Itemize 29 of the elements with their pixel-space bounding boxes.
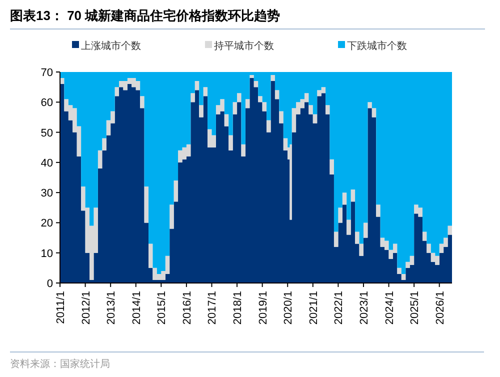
x-tick-label: 2020/1 bbox=[282, 291, 295, 325]
y-tick-label: 0 bbox=[46, 278, 53, 290]
y-tick-label: 50 bbox=[40, 127, 53, 140]
x-tick-label: 2025/1 bbox=[409, 291, 422, 325]
x-tick-label: 2022/1 bbox=[333, 291, 346, 325]
legend-label: 下跌城市个数 bbox=[347, 40, 407, 52]
y-tick-label: 60 bbox=[40, 97, 53, 110]
x-tick-label: 2023/1 bbox=[358, 291, 370, 325]
legend-label: 持平城市个数 bbox=[214, 40, 274, 52]
x-tick-label: 2015/1 bbox=[156, 291, 168, 325]
x-tick-label: 2021/1 bbox=[308, 291, 320, 325]
y-tick-label: 40 bbox=[40, 157, 53, 170]
x-tick-label: 2017/1 bbox=[206, 291, 219, 325]
x-tick-label: 2016/1 bbox=[181, 291, 194, 325]
y-tick-label: 20 bbox=[40, 218, 53, 230]
x-tick-label: 2011/1 bbox=[55, 291, 67, 324]
x-tick-label: 2013/1 bbox=[106, 291, 118, 325]
x-tick-label: 2012/1 bbox=[80, 291, 92, 325]
text: 资料来源：国家统计局 bbox=[10, 358, 110, 370]
chart-title: 图表13： 70 城新建商品住宅价格指数环比趋势 bbox=[10, 8, 280, 23]
y-tick-label: 70 bbox=[40, 67, 53, 79]
x-tick-label: 2019/1 bbox=[257, 291, 270, 325]
x-tick-label: 2014/1 bbox=[130, 291, 143, 325]
x-tick-label: 2026/1 bbox=[434, 291, 446, 325]
y-tick-label: 10 bbox=[40, 248, 53, 260]
x-tick-label: 2024/1 bbox=[384, 291, 396, 325]
y-tick-label: 30 bbox=[40, 188, 53, 200]
legend-label: 上涨城市个数 bbox=[81, 40, 141, 52]
x-tick-label: 2018/1 bbox=[232, 291, 244, 325]
